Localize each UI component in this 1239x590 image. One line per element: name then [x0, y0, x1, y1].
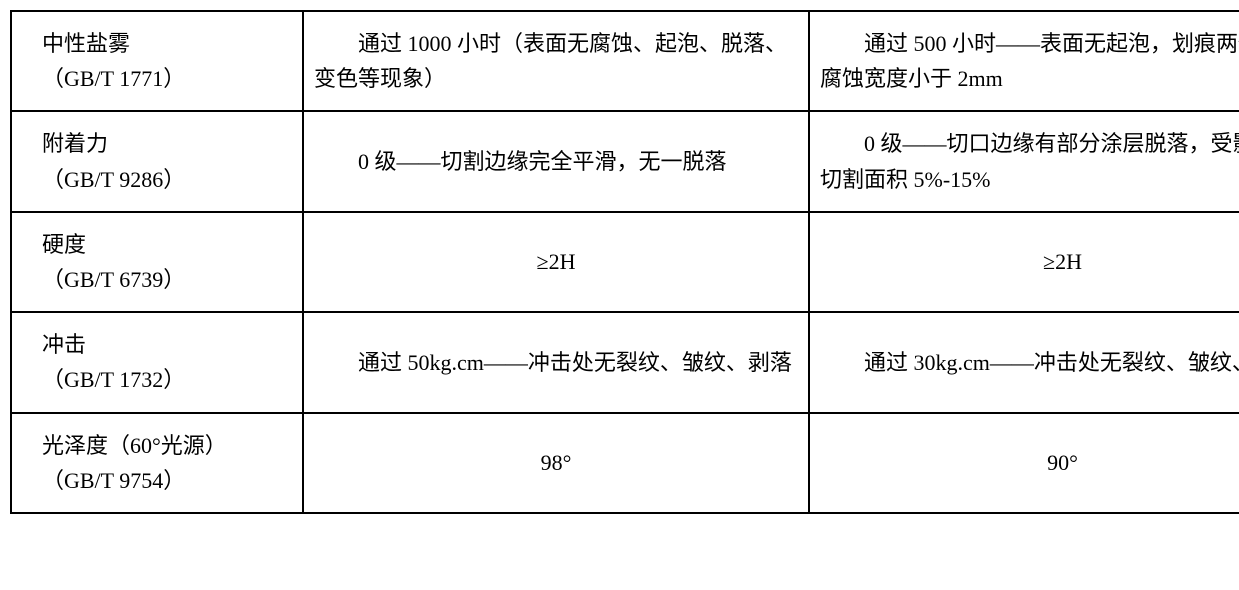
- row-label: 附着力 （GB/T 9286）: [11, 111, 303, 211]
- table-row: 中性盐雾 （GB/T 1771） 通过 1000 小时（表面无腐蚀、起泡、脱落、…: [11, 11, 1239, 111]
- table-row: 硬度 （GB/T 6739） ≥2H ≥2H: [11, 212, 1239, 312]
- row-col2: ≥2H: [303, 212, 809, 312]
- label-line1: 光泽度（60°光源）: [42, 428, 292, 463]
- label-line2: （GB/T 9754）: [42, 463, 292, 498]
- row-col2: 98°: [303, 413, 809, 513]
- label-line1: 硬度: [42, 227, 292, 262]
- label-line1: 中性盐雾: [42, 26, 292, 61]
- row-col3: ≥2H: [809, 212, 1239, 312]
- spec-table: 中性盐雾 （GB/T 1771） 通过 1000 小时（表面无腐蚀、起泡、脱落、…: [10, 10, 1239, 514]
- table-row: 冲击 （GB/T 1732） 通过 50kg.cm——冲击处无裂纹、皱纹、剥落 …: [11, 312, 1239, 412]
- cell-text: 通过 50kg.cm——冲击处无裂纹、皱纹、剥落: [314, 345, 798, 380]
- cell-text: 通过 1000 小时（表面无腐蚀、起泡、脱落、变色等现象）: [314, 26, 798, 96]
- label-line2: （GB/T 6739）: [42, 262, 292, 297]
- label-line2: （GB/T 1771）: [42, 61, 292, 96]
- row-label: 冲击 （GB/T 1732）: [11, 312, 303, 412]
- cell-text: 98°: [541, 450, 572, 475]
- row-col3: 通过 500 小时——表面无起泡，划痕两侧单边腐蚀宽度小于 2mm: [809, 11, 1239, 111]
- row-col3: 90°: [809, 413, 1239, 513]
- row-col3: 通过 30kg.cm——冲击处无裂纹、皱纹、剥落: [809, 312, 1239, 412]
- row-label: 光泽度（60°光源） （GB/T 9754）: [11, 413, 303, 513]
- cell-text: 0 级——切割边缘完全平滑，无一脱落: [314, 144, 798, 179]
- row-col3: 0 级——切口边缘有部分涂层脱落，受影响的切割面积 5%-15%: [809, 111, 1239, 211]
- label-line2: （GB/T 1732）: [42, 362, 292, 397]
- row-label: 中性盐雾 （GB/T 1771）: [11, 11, 303, 111]
- table-row: 附着力 （GB/T 9286） 0 级——切割边缘完全平滑，无一脱落 0 级——…: [11, 111, 1239, 211]
- cell-text: ≥2H: [1043, 249, 1082, 274]
- cell-text: ≥2H: [537, 249, 576, 274]
- row-col2: 0 级——切割边缘完全平滑，无一脱落: [303, 111, 809, 211]
- table-body: 中性盐雾 （GB/T 1771） 通过 1000 小时（表面无腐蚀、起泡、脱落、…: [11, 11, 1239, 513]
- cell-text: 0 级——切口边缘有部分涂层脱落，受影响的切割面积 5%-15%: [820, 126, 1239, 196]
- cell-text: 90°: [1047, 450, 1078, 475]
- row-label: 硬度 （GB/T 6739）: [11, 212, 303, 312]
- row-col2: 通过 50kg.cm——冲击处无裂纹、皱纹、剥落: [303, 312, 809, 412]
- table-row: 光泽度（60°光源） （GB/T 9754） 98° 90°: [11, 413, 1239, 513]
- row-col2: 通过 1000 小时（表面无腐蚀、起泡、脱落、变色等现象）: [303, 11, 809, 111]
- label-line2: （GB/T 9286）: [42, 162, 292, 197]
- label-line1: 冲击: [42, 327, 292, 362]
- label-line1: 附着力: [42, 126, 292, 161]
- cell-text: 通过 30kg.cm——冲击处无裂纹、皱纹、剥落: [820, 345, 1239, 380]
- cell-text: 通过 500 小时——表面无起泡，划痕两侧单边腐蚀宽度小于 2mm: [820, 26, 1239, 96]
